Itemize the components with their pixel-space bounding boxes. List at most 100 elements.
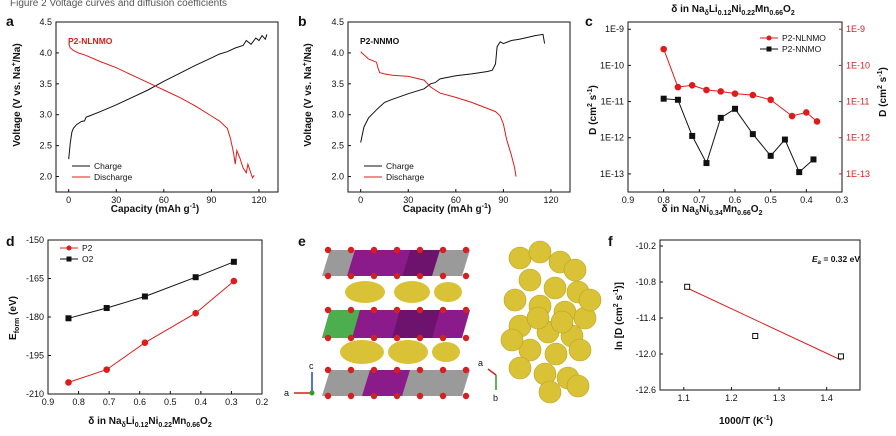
pf-ytick-label: -10.2 — [635, 241, 656, 251]
pd-xtick-label: 0.5 — [164, 397, 177, 407]
pc-marker-p2-nnmo — [674, 96, 681, 103]
oxygen-atom — [393, 272, 401, 280]
isosurface-lobe — [566, 374, 590, 398]
c-ylabel-right: D (cm2 s-1) — [877, 67, 889, 117]
oxygen-atom — [416, 366, 424, 374]
pc-marker-p2-nnmo — [689, 132, 696, 139]
oxygen-atom — [370, 392, 378, 400]
oxygen-atom — [462, 366, 470, 374]
pc-xtick-label: 0.6 — [729, 195, 742, 205]
isosurface-lobe — [508, 246, 532, 270]
c-xlabel: δ in NaδNi0.34Mn0.66O2 — [662, 204, 763, 217]
panel-label-a: a — [6, 13, 14, 29]
oxygen-atom — [324, 366, 332, 374]
d-ylabel: Eform (eV) — [8, 296, 21, 340]
pc-right-ytick-label: 1E-10 — [846, 60, 870, 70]
pd-marker-p2 — [141, 339, 149, 346]
pd-xtick-label: 0.7 — [103, 397, 116, 407]
pd-marker-p2 — [192, 309, 199, 317]
pc-marker-p2-nlnmo — [717, 88, 725, 95]
oxygen-atoms — [324, 246, 470, 400]
axis-triad-right: a b — [478, 358, 498, 403]
pb-xtick-label: 120 — [543, 195, 558, 205]
pd-xtick-label: 0.8 — [72, 397, 85, 407]
pc-marker-p2-nnmo — [660, 95, 667, 102]
pc-marker-p2-nlnmo — [660, 45, 667, 53]
oxygen-atom — [416, 392, 424, 400]
panel-d-formation-energy-chart: 0.9 0.8 0.7 0.6 0.5 0.4 0.3 0.2 -150 -165 -180 -195… — [26, 235, 268, 407]
isosurface-lobe — [518, 338, 542, 362]
legend-label-p2: P2 — [82, 243, 93, 253]
pf-data-point — [837, 353, 844, 360]
oxygen-atom — [347, 246, 355, 254]
pc-xtick-label: 0.8 — [657, 195, 670, 205]
oxygen-atom — [439, 392, 447, 400]
oxygen-atom — [462, 272, 470, 280]
pa-series-discharge — [68, 43, 255, 179]
oxygen-atom — [347, 392, 355, 400]
pc-xtick-label: 0.7 — [693, 195, 706, 205]
pd-series-o2 — [68, 261, 235, 319]
pa-ytick-label: 4.0 — [39, 48, 52, 58]
oxygen-atom — [370, 366, 378, 374]
oxygen-atom — [393, 246, 401, 254]
pd-marker-p2 — [103, 366, 110, 373]
isosurface-lobe — [568, 338, 592, 362]
oxygen-atom — [439, 366, 447, 374]
pd-xtick-label: 0.4 — [195, 397, 208, 407]
pc-marker-p2-nnmo — [749, 131, 756, 138]
pa-annotation: P2-NLNMO — [68, 36, 113, 46]
pf-data-point — [752, 333, 759, 339]
panel-label-d: d — [6, 233, 15, 249]
oxygen-atom — [416, 306, 424, 314]
pc-marker-p2-nnmo — [717, 114, 724, 121]
axis-triad-left: c a — [284, 361, 315, 398]
oxygen-atom — [393, 334, 401, 342]
pc-ytick-label: 1E-13 — [600, 169, 624, 179]
oxygen-atom — [347, 334, 355, 342]
pc-ytick-label: 1E-9 — [605, 24, 624, 34]
pa-xtick-label: 90 — [206, 195, 216, 205]
isosurface-lobe — [538, 380, 562, 404]
oxygen-atom — [324, 392, 332, 400]
pf-ytick-label: -11.4 — [636, 313, 656, 323]
pc-marker-p2-nnmo — [810, 156, 817, 163]
pd-marker-o2 — [141, 293, 148, 300]
pb-series-discharge — [360, 51, 517, 177]
pb-ytick-label: 2.5 — [331, 141, 344, 151]
panel-label-b: b — [298, 13, 307, 29]
pd-xtick-label: 0.3 — [225, 397, 238, 407]
pa-xtick-label: 60 — [159, 195, 169, 205]
legend-label-o2: O2 — [82, 254, 94, 264]
pd-marker-o2 — [192, 274, 199, 281]
oxygen-atom — [324, 306, 332, 314]
svg-text:a: a — [478, 358, 483, 368]
pc-right-ytick-label: 1E-12 — [846, 133, 870, 143]
pb-ytick-label: 4.0 — [331, 48, 344, 58]
pb-xtick-label: 30 — [403, 195, 413, 205]
pd-marker-p2 — [230, 277, 238, 285]
pa-ytick-label: 3.0 — [39, 110, 52, 120]
pa-xtick-label: 0 — [66, 195, 71, 205]
pf-xtick-label: 1.2 — [725, 393, 738, 403]
oxygen-atom — [347, 366, 355, 374]
isosurface-lobe — [526, 306, 550, 330]
oxygen-atom — [324, 246, 332, 254]
b-xlabel: Capacity (mAh g-1) — [403, 203, 491, 215]
pa-ytick-label: 2.0 — [39, 172, 52, 182]
isosurface-lobe — [544, 342, 568, 366]
pc-marker-p2-nnmo — [703, 160, 710, 167]
plot-frame — [659, 239, 861, 391]
pc-marker-p2-nnmo — [796, 169, 803, 176]
isosurface-lobe — [518, 268, 542, 292]
pc-marker-p2-nlnmo — [688, 81, 696, 89]
top-caption: Figure 2 Voltage curves and diffusion co… — [10, 0, 227, 9]
pd-xtick-label: 0.6 — [133, 397, 146, 407]
pd-ytick-label: -195 — [26, 351, 44, 361]
pc-marker-p2-nlnmo — [813, 118, 821, 125]
oxygen-atom — [347, 272, 355, 280]
pb-xtick-label: 60 — [451, 195, 461, 205]
oxygen-atom — [439, 334, 447, 342]
pb-xtick-label: 90 — [498, 195, 508, 205]
pb-xtick-label: 0 — [358, 195, 363, 205]
